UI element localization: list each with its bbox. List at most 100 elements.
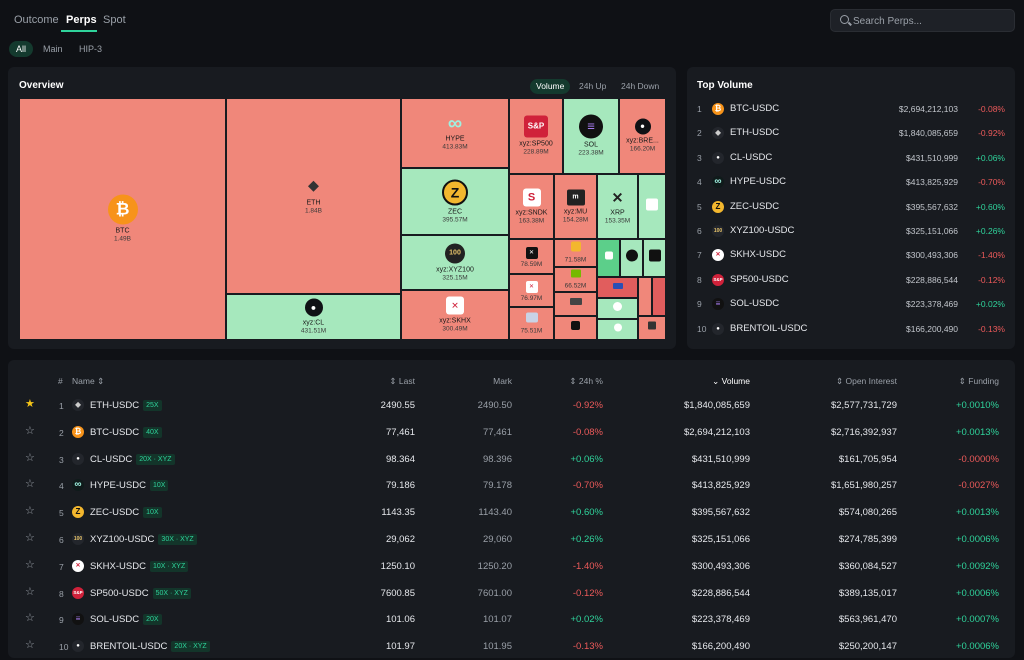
market-symbol[interactable]: HYPE-USDC 10X (90, 480, 169, 492)
tile-value: 228.89M (523, 148, 549, 156)
table-row[interactable]: ☆ 5 Z ZEC-USDC 10X 1143.35 1143.40 +0.60% $395,5… (8, 499, 1015, 526)
open-interest: $574,080,265 (838, 507, 897, 519)
search-input[interactable] (853, 13, 1008, 29)
market-name: BRENTOIL-USDC (730, 322, 808, 334)
table-row[interactable]: ☆ 7 ✕ SKHX-USDC 10X · XYZ 1250.10 1250.20 -1.40… (8, 553, 1015, 580)
table-row[interactable]: ★ 1 ⬥ ETH-USDC 25X 2490.55 2490.50 -0.92% $1,840… (8, 392, 1015, 419)
top-volume-row[interactable]: 7 ✕ SKHX-USDC $300,493,306 -1.40% (687, 246, 1015, 266)
header-change[interactable]: ⇕ 24h % (569, 376, 603, 386)
top-volume-row[interactable]: 8 S&P SP500-USDC $228,886,544 -0.12% (687, 271, 1015, 291)
market-symbol[interactable]: ETH-USDC 25X (90, 400, 162, 411)
filter-hip3[interactable]: HIP-3 (79, 44, 103, 54)
volume: $395,567,632 (691, 507, 750, 519)
tab-spot[interactable]: Spot (103, 14, 126, 26)
top-volume-row[interactable]: 6 100 XYZ100-USDC $325,151,066 +0.26% (687, 222, 1015, 242)
top-volume-row[interactable]: 3 ● CL-USDC $431,510,999 +0.06% (687, 149, 1015, 169)
table-row[interactable]: ☆ 10 ● BRENTOIL-USDC 20X · XYZ 101.97 101.95 -0… (8, 633, 1015, 660)
tile-value: 75.51M (520, 327, 543, 334)
segment-volume[interactable]: Volume (530, 79, 571, 94)
tile-xrp[interactable]: ✕ XRP 153.35M (597, 174, 638, 239)
tile-sp500[interactable]: S&P xyz:SP500 228.89M (509, 98, 563, 174)
tile-small[interactable] (597, 239, 620, 277)
market-symbol[interactable]: SKHX-USDC 10X · XYZ (90, 560, 189, 572)
tile-small[interactable] (597, 277, 638, 298)
market-symbol[interactable]: CL-USDC 20X · XYZ (90, 453, 175, 465)
table-row[interactable]: ☆ 9 ≡ SOL-USDC 20X 101.06 101.07 +0.02% $223,378… (8, 606, 1015, 633)
header-open-interest[interactable]: ⇕ Open Interest (835, 376, 897, 386)
market-symbol[interactable]: XYZ100-USDC 30X · XYZ (90, 534, 197, 545)
header-last[interactable]: ⇕ Last (389, 376, 415, 386)
tile-small[interactable] (554, 292, 597, 316)
market-symbol[interactable]: BRENTOIL-USDC 20X · XYZ (90, 641, 210, 653)
tile-xyz100[interactable]: 100 xyz:XYZ100 325.15M (401, 235, 509, 290)
market-name: SOL-USDC (730, 298, 780, 310)
favorite-star-icon[interactable]: ☆ (25, 478, 35, 491)
table-row[interactable]: ☆ 8 S&P SP500-USDC 50X · XYZ 7600.85 7601.00 -0… (8, 580, 1015, 607)
market-symbol[interactable]: SP500-USDC 50X · XYZ (90, 587, 191, 599)
tile-small[interactable] (643, 239, 666, 277)
funding-rate: +0.0007% (955, 614, 999, 626)
tile-hype[interactable]: ∞ HYPE 413.83M (401, 98, 509, 168)
row-number: 2 (59, 427, 64, 438)
favorite-star-icon[interactable]: ☆ (25, 505, 35, 518)
tile-skhx[interactable]: ✕ xyz:SKHX 300.49M (401, 290, 509, 340)
tab-perps[interactable]: Perps (66, 14, 97, 26)
tile-small[interactable]: ✕ 78.59M (509, 239, 554, 274)
segment-24h-down[interactable]: 24h Down (621, 81, 660, 91)
favorite-star-icon[interactable]: ☆ (25, 558, 35, 571)
favorite-star-icon[interactable]: ★ (25, 398, 35, 410)
tile-small[interactable] (597, 319, 638, 340)
filter-main[interactable]: Main (43, 44, 63, 54)
open-interest: $2,716,392,937 (830, 426, 897, 438)
tile-xyz-cl[interactable]: ● xyz:CL 431.51M (226, 294, 401, 340)
top-volume-row[interactable]: 2 ⬥ ETH-USDC $1,840,085,659 -0.92% (687, 124, 1015, 144)
tile-small[interactable] (620, 239, 643, 277)
top-volume-row[interactable]: 10 ● BRENTOIL-USDC $166,200,490 -0.13% (687, 320, 1015, 340)
table-row[interactable]: ☆ 4 ∞ HYPE-USDC 10X 79.186 79.178 -0.70% $413,82… (8, 472, 1015, 499)
tile-small[interactable] (638, 277, 652, 316)
favorite-star-icon[interactable]: ☆ (25, 451, 35, 464)
table-row[interactable]: ☆ 2 ₿ BTC-USDC 40X 77,461 77,461 -0.08% $2,694,2… (8, 419, 1015, 446)
filter-all[interactable]: All (9, 41, 34, 57)
coin-icon: ≡ (712, 298, 724, 311)
market-symbol[interactable]: ZEC-USDC 10X (90, 507, 162, 519)
tile-small[interactable] (638, 174, 666, 239)
header-volume[interactable]: ⌄ Volume (712, 376, 750, 386)
tile-small[interactable]: 66.52M (554, 267, 597, 292)
favorite-star-icon[interactable]: ☆ (25, 424, 35, 437)
top-volume-row[interactable]: 4 ∞ HYPE-USDC $413,825,929 -0.70% (687, 173, 1015, 193)
tile-zec[interactable]: Z ZEC 395.57M (401, 168, 509, 235)
funding-rate: +0.0013% (955, 426, 999, 438)
favorite-star-icon[interactable]: ☆ (25, 612, 35, 625)
tile-small[interactable]: 75.51M (509, 307, 554, 340)
header-name[interactable]: Name ⇕ (72, 376, 105, 386)
table-row[interactable]: ☆ 3 ● CL-USDC 20X · XYZ 98.364 98.396 +0.06% $43… (8, 446, 1015, 473)
top-volume-row[interactable]: 9 ≡ SOL-USDC $223,378,469 +0.02% (687, 295, 1015, 315)
market-symbol[interactable]: BTC-USDC 40X (90, 426, 162, 438)
tile-sol[interactable]: ≡ SOL 223.38M (563, 98, 619, 174)
market-symbol[interactable]: SOL-USDC 20X (90, 614, 162, 626)
tile-small[interactable]: 71.58M (554, 239, 597, 267)
tile-brentoil[interactable]: ● xyz:BRE... 166.20M (619, 98, 666, 174)
top-volume-row[interactable]: 1 ₿ BTC-USDC $2,694,212,103 -0.08% (687, 100, 1015, 120)
tile-small[interactable] (652, 277, 666, 316)
mark-price: 77,461 (482, 426, 512, 438)
favorite-star-icon[interactable]: ☆ (25, 639, 35, 652)
favorite-star-icon[interactable]: ☆ (25, 532, 35, 544)
segment-24h-up[interactable]: 24h Up (579, 81, 607, 91)
tile-small[interactable] (554, 316, 597, 340)
sort-icon: ⇕ (389, 376, 397, 386)
tile-mu[interactable]: m xyz:MU 154.28M (554, 174, 597, 239)
favorite-star-icon[interactable]: ☆ (25, 585, 35, 598)
tile-small[interactable]: ✕ 76.97M (509, 274, 554, 307)
change-value: +0.06% (975, 152, 1005, 163)
tile-small[interactable] (638, 316, 666, 340)
tile-eth[interactable]: ⬥ ETH 1.84B (226, 98, 401, 294)
header-funding[interactable]: ⇕ Funding (958, 376, 999, 386)
tile-btc[interactable]: ₿ BTC 1.49B (19, 98, 226, 340)
top-volume-row[interactable]: 5 Z ZEC-USDC $395,567,632 +0.60% (687, 198, 1015, 218)
tile-small[interactable] (597, 298, 638, 319)
table-row[interactable]: ☆ 6 100 XYZ100-USDC 30X · XYZ 29,062 29,060 +0.… (8, 526, 1015, 553)
tab-outcome[interactable]: Outcome (14, 14, 59, 26)
